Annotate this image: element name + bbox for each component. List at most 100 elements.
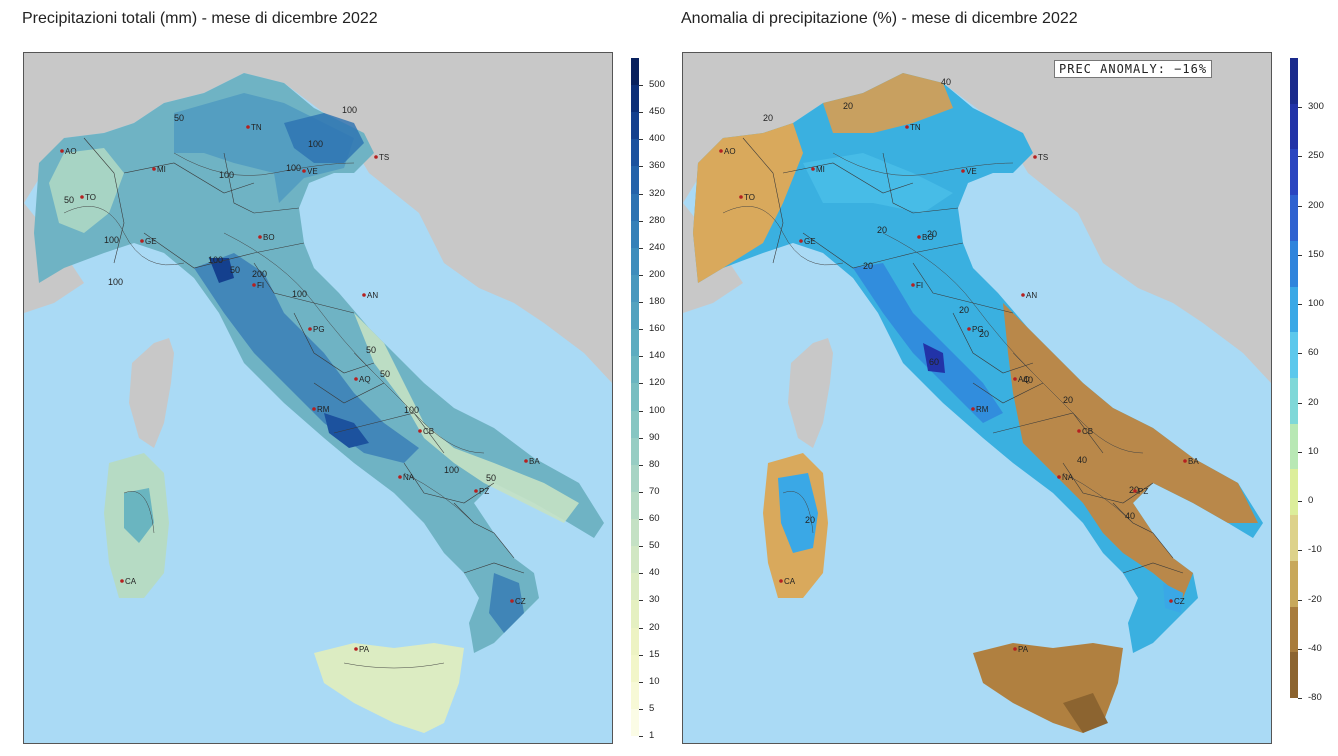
city-markers: AO TN TS MI VE TO GE BO FI AN PG AQ RM CB BA NA PZ CA CZ PA [719, 123, 1199, 654]
contour-label: 200 [252, 269, 267, 279]
legend-tick-label: 150 [1308, 248, 1324, 260]
city-dot-tn [905, 125, 909, 129]
legend-tick-label: 100 [1308, 298, 1324, 310]
city-dot-na [398, 475, 402, 479]
city-dot-pg [308, 327, 312, 331]
city-label-cb: CB [423, 427, 434, 436]
legend-tick-mark [1298, 501, 1302, 503]
legend-swatch [631, 573, 639, 601]
prec-anomaly-box: PREC ANOMALY: −16% [1054, 60, 1213, 78]
contour-label: 20 [763, 113, 773, 123]
city-label-tn: TN [910, 123, 921, 132]
legend-swatch [631, 654, 639, 683]
contour-label: 100 [404, 405, 419, 415]
legend-tick-label: 100 [649, 404, 665, 416]
legend-tick-mark [639, 491, 643, 493]
city-label-an: AN [1026, 291, 1037, 300]
legend-swatch [1290, 515, 1298, 562]
legend-tick-label: 140 [649, 350, 665, 362]
city-label-tn: TN [251, 123, 262, 132]
city-label-to: TO [85, 193, 96, 202]
city-dot-ge [140, 239, 144, 243]
legend-swatch [631, 464, 639, 493]
legend-tick-label: -20 [1308, 593, 1322, 605]
contour-label: 100 [292, 289, 307, 299]
legend-swatch [1290, 560, 1298, 608]
contour-label: 100 [444, 465, 459, 475]
legend-tick-mark [1298, 698, 1302, 699]
precipitation-legend: 500 450 400 360 320 280 240 200 180 160 140 120 100 9… [631, 58, 665, 741]
city-dot-ge [799, 239, 803, 243]
legend-tick-label: 200 [649, 268, 665, 280]
city-dot-fi [252, 283, 256, 287]
legend-tick-mark [1298, 254, 1302, 256]
south-adriatic-dry-anomaly [1003, 303, 1258, 598]
city-dot-ca [120, 579, 124, 583]
legend-tick-label: 20 [1308, 396, 1319, 408]
city-label-ca: CA [125, 577, 137, 586]
legend-tick-label: 40 [649, 567, 660, 579]
contour-lines [63, 152, 485, 669]
legend-swatch [631, 274, 639, 303]
legend-tick-label: 500 [649, 79, 665, 91]
city-label-mi: MI [816, 165, 825, 174]
corsica [129, 338, 174, 448]
legend-tick-mark [639, 681, 643, 683]
legend-tick-label: 320 [649, 187, 665, 199]
legend-swatch [1290, 195, 1298, 242]
city-dot-ba [1183, 459, 1187, 463]
legend-tick-mark [639, 410, 643, 412]
legend-tick-mark [1298, 648, 1302, 650]
contour-labels: 50 50 100 100 100 100 100 100 100 50 200 100 50 50 100… [64, 105, 496, 483]
city-dot-pz [474, 489, 478, 493]
legend-tick-label: 240 [649, 241, 665, 253]
city-dot-pa [354, 647, 358, 651]
city-dot-an [362, 293, 366, 297]
legend-swatch [631, 600, 639, 628]
legend-tick-label: 80 [649, 458, 660, 470]
city-dot-ve [961, 169, 965, 173]
city-label-pg: PG [972, 325, 984, 334]
city-label-pz: PZ [479, 487, 489, 496]
legend-tick-mark [639, 112, 643, 114]
legend-tick-mark [639, 356, 643, 358]
legend-tick-label: 70 [649, 485, 660, 497]
city-dot-rm [312, 407, 316, 411]
legend-swatch [631, 139, 639, 167]
city-label-ve: VE [966, 167, 977, 176]
lazio-peak-anomaly [923, 343, 945, 373]
legend-swatch [631, 356, 639, 384]
legend-tick-label: 160 [649, 323, 665, 335]
legend-swatch [631, 437, 639, 466]
city-dot-ca [779, 579, 783, 583]
legend-swatch [1290, 423, 1298, 470]
city-dot-tn [246, 125, 250, 129]
max-precip-apuane [209, 258, 234, 283]
legend-tick-label: 5 [649, 702, 655, 714]
contour-label: 40 [1023, 375, 1033, 385]
precipitation-map-canvas: 50 50 100 100 100 100 100 100 100 50 200 100 50 50 100… [24, 53, 612, 743]
legend-swatch [631, 627, 639, 656]
legend-swatch [631, 85, 639, 113]
city-dot-ao [719, 149, 723, 153]
legend-tick-label: 300 [1308, 101, 1324, 113]
city-dot-mi [811, 167, 815, 171]
city-label-pg: PG [313, 325, 325, 334]
city-label-to: TO [744, 193, 755, 202]
city-dot-mi [152, 167, 156, 171]
legend-tick-label: 10 [649, 675, 660, 687]
legend-swatch [631, 247, 639, 276]
contour-label: 20 [863, 261, 873, 271]
legend-swatch [631, 681, 639, 710]
city-label-aq: AQ [1018, 375, 1030, 384]
legend-tick-mark [639, 302, 643, 304]
piemonte-dry-zone [49, 148, 124, 233]
contour-label: 100 [104, 235, 119, 245]
city-dot-to [80, 195, 84, 199]
city-label-cb: CB [1082, 427, 1093, 436]
legend-tick-label: -10 [1308, 544, 1322, 556]
city-dot-cb [1077, 429, 1081, 433]
legend-swatch [1290, 240, 1298, 288]
contour-label: 40 [1125, 511, 1135, 521]
city-label-pa: PA [1018, 645, 1029, 654]
